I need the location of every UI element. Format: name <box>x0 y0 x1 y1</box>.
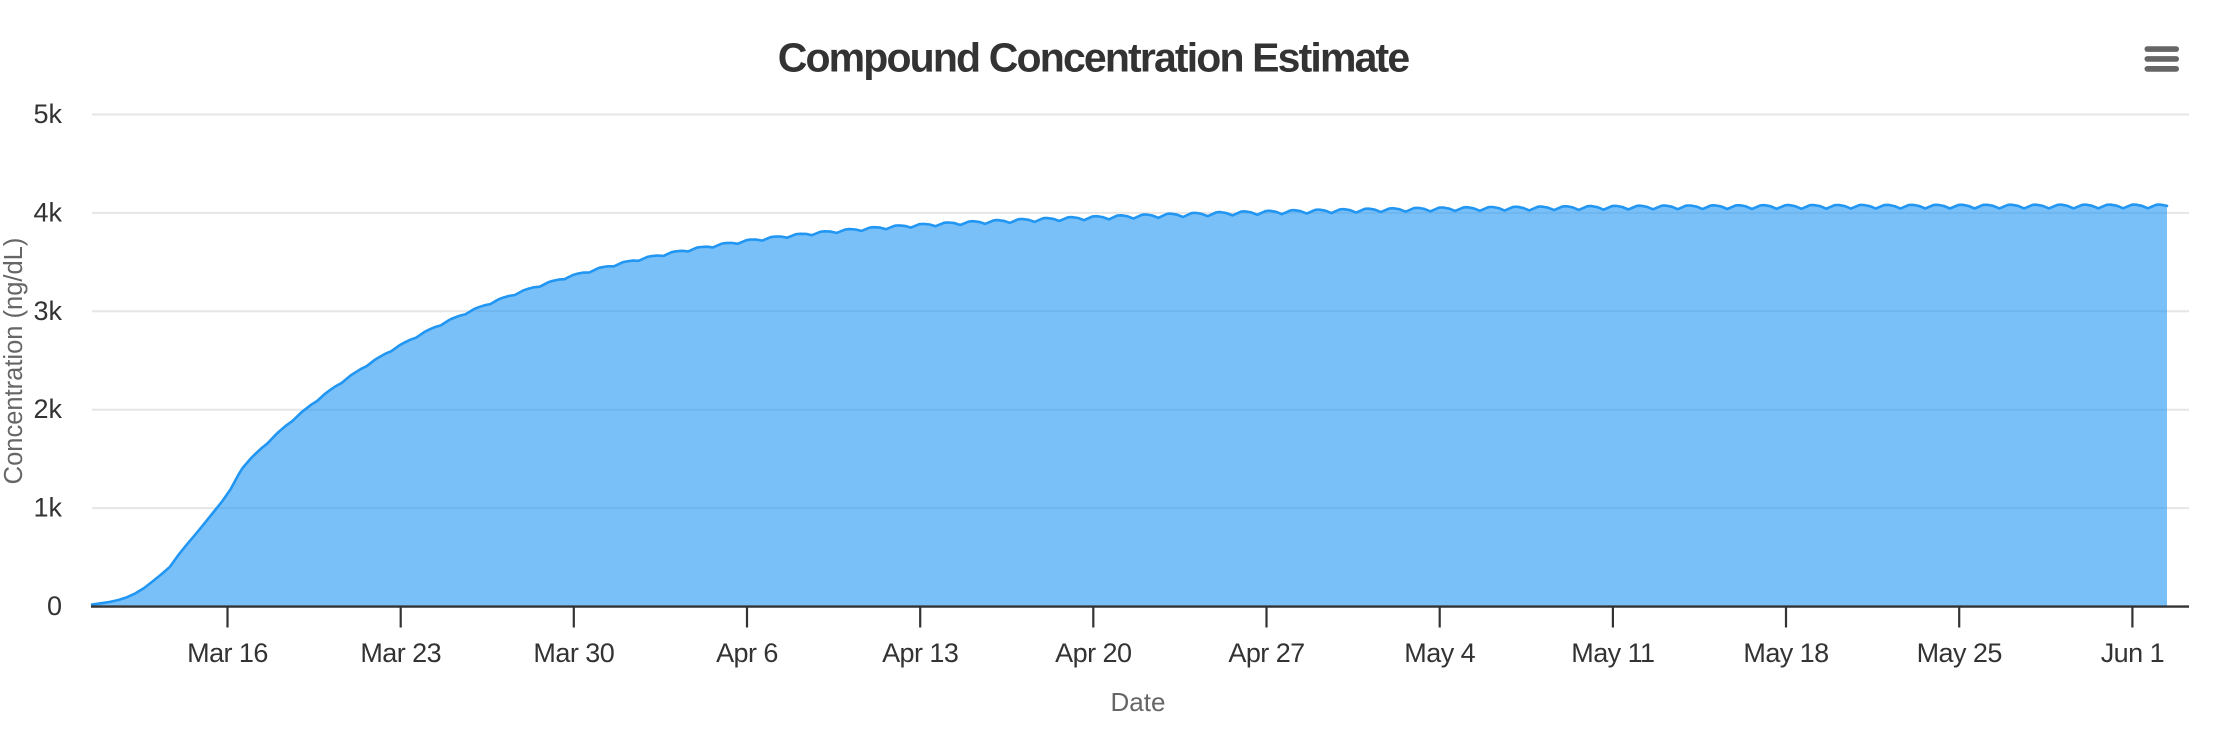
svg-text:0: 0 <box>47 591 62 621</box>
svg-text:Mar 23: Mar 23 <box>360 638 441 668</box>
svg-text:Mar 16: Mar 16 <box>187 638 268 668</box>
svg-text:Apr 6: Apr 6 <box>716 638 778 668</box>
svg-text:5k: 5k <box>33 99 62 129</box>
svg-text:Jun 1: Jun 1 <box>2101 638 2164 668</box>
svg-text:Apr 20: Apr 20 <box>1055 638 1131 668</box>
svg-text:3k: 3k <box>33 296 62 326</box>
svg-text:Apr 27: Apr 27 <box>1228 638 1304 668</box>
svg-text:4k: 4k <box>33 197 62 227</box>
svg-text:Mar 30: Mar 30 <box>533 638 614 668</box>
svg-text:May 4: May 4 <box>1404 638 1475 668</box>
svg-text:Date: Date <box>1111 687 1166 717</box>
svg-text:May 11: May 11 <box>1571 638 1654 668</box>
svg-text:Compound Concentration Estimat: Compound Concentration Estimate <box>778 35 1410 81</box>
svg-text:2k: 2k <box>33 394 62 424</box>
svg-text:May 18: May 18 <box>1743 638 1828 668</box>
svg-text:May 25: May 25 <box>1917 638 2002 668</box>
svg-text:Concentration (ng/dL): Concentration (ng/dL) <box>0 238 28 485</box>
svg-text:1k: 1k <box>33 493 62 523</box>
svg-text:Apr 13: Apr 13 <box>882 638 958 668</box>
